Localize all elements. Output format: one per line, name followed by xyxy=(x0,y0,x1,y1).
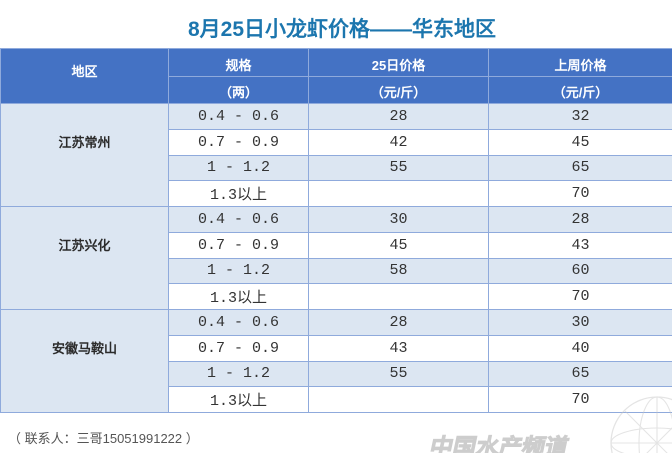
svg-text:中国水产频道: 中国水产频道 xyxy=(427,434,571,453)
